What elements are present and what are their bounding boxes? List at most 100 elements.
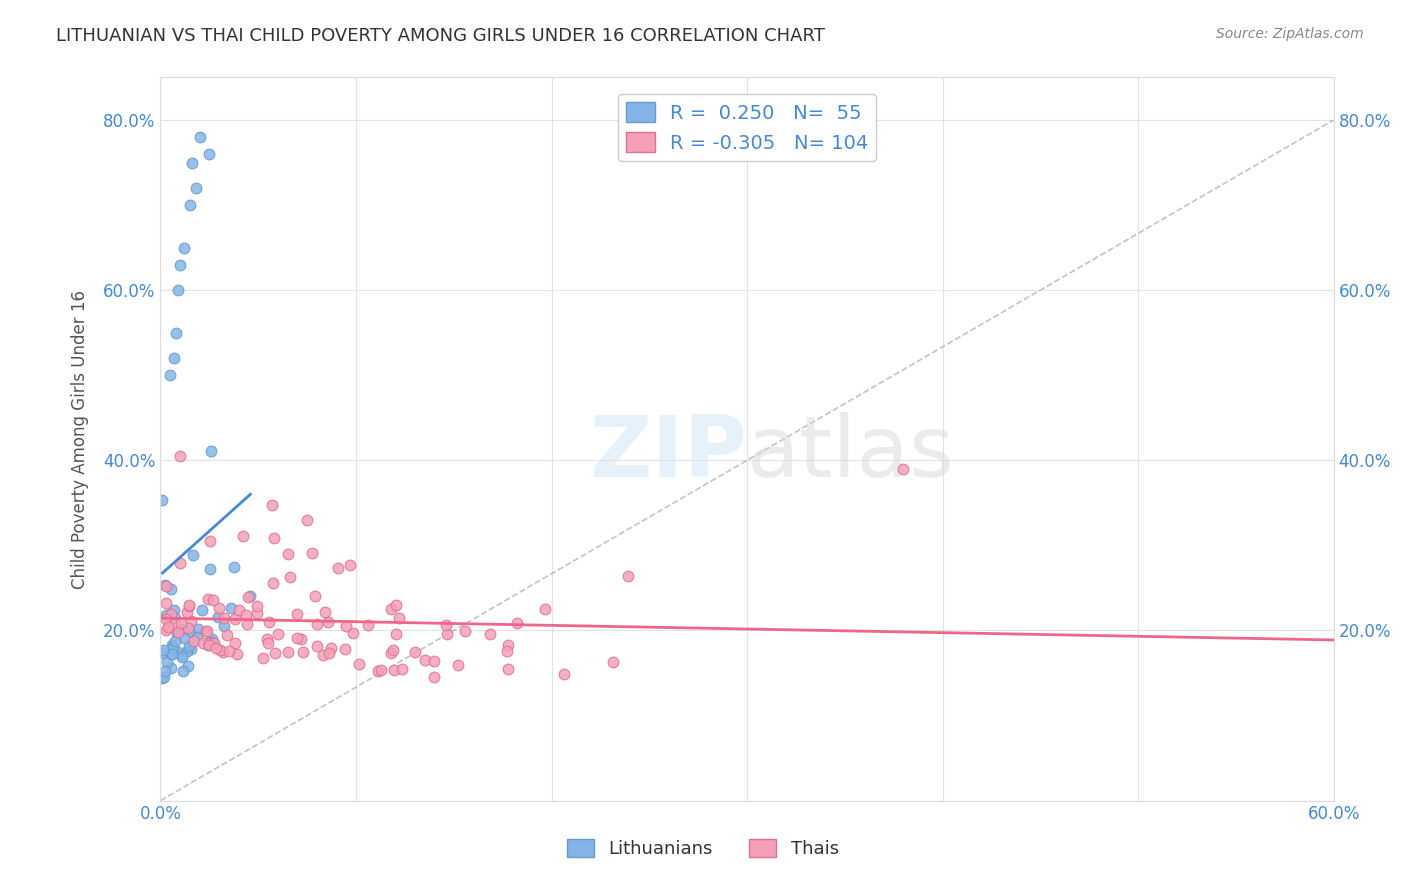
- Point: [301, 546, 323, 560]
- Point: [173, 241, 195, 255]
- Point: [163, 603, 186, 617]
- Point: [422, 669, 444, 683]
- Point: [208, 601, 231, 615]
- Point: [198, 638, 221, 652]
- Legend: R =  0.250   N=  55, R = -0.305   N= 104: R = 0.250 N= 55, R = -0.305 N= 104: [617, 95, 876, 161]
- Point: [177, 659, 200, 673]
- Point: [454, 624, 477, 639]
- Point: [236, 617, 259, 632]
- Point: [285, 632, 308, 646]
- Point: [262, 576, 284, 591]
- Point: [163, 351, 186, 366]
- Point: [198, 635, 221, 649]
- Point: [160, 647, 183, 661]
- Point: [246, 606, 269, 620]
- Point: [155, 623, 177, 637]
- Point: [169, 449, 191, 463]
- Point: [290, 632, 312, 646]
- Point: [553, 667, 575, 681]
- Point: [446, 657, 468, 672]
- Point: [617, 569, 640, 583]
- Y-axis label: Child Poverty Among Girls Under 16: Child Poverty Among Girls Under 16: [72, 290, 89, 589]
- Point: [180, 614, 202, 628]
- Point: [177, 624, 200, 638]
- Point: [160, 638, 183, 652]
- Point: [225, 647, 247, 661]
- Point: [496, 644, 519, 658]
- Point: [155, 579, 177, 593]
- Point: [295, 513, 318, 527]
- Point: [222, 560, 245, 574]
- Point: [177, 599, 200, 613]
- Point: [893, 462, 915, 476]
- Point: [321, 641, 343, 656]
- Point: [534, 601, 557, 615]
- Point: [190, 602, 212, 616]
- Point: [180, 155, 202, 169]
- Point: [155, 607, 177, 622]
- Point: [316, 615, 339, 629]
- Point: [172, 665, 194, 679]
- Point: [205, 640, 228, 655]
- Point: [232, 529, 254, 543]
- Point: [179, 639, 201, 653]
- Point: [239, 590, 262, 604]
- Point: [201, 592, 224, 607]
- Text: ZIP: ZIP: [589, 412, 747, 495]
- Point: [159, 661, 181, 675]
- Point: [173, 632, 195, 646]
- Point: [391, 662, 413, 676]
- Point: [197, 592, 219, 607]
- Point: [236, 590, 259, 604]
- Point: [267, 627, 290, 641]
- Point: [177, 621, 200, 635]
- Point: [339, 558, 361, 573]
- Point: [218, 643, 240, 657]
- Point: [384, 598, 406, 612]
- Point: [160, 607, 183, 622]
- Point: [186, 630, 208, 644]
- Point: [157, 620, 180, 634]
- Point: [252, 651, 274, 665]
- Point: [160, 647, 183, 661]
- Point: [195, 624, 218, 639]
- Point: [305, 639, 328, 653]
- Point: [413, 653, 436, 667]
- Point: [200, 533, 222, 548]
- Point: [152, 671, 174, 685]
- Point: [312, 648, 335, 662]
- Point: [212, 644, 235, 658]
- Point: [434, 617, 457, 632]
- Point: [388, 610, 411, 624]
- Point: [357, 617, 380, 632]
- Text: LITHUANIAN VS THAI CHILD POVERTY AMONG GIRLS UNDER 16 CORRELATION CHART: LITHUANIAN VS THAI CHILD POVERTY AMONG G…: [56, 27, 825, 45]
- Point: [224, 611, 246, 625]
- Point: [163, 633, 186, 648]
- Point: [219, 601, 242, 615]
- Point: [335, 619, 357, 633]
- Point: [166, 645, 188, 659]
- Point: [263, 531, 285, 545]
- Point: [292, 645, 315, 659]
- Point: [328, 561, 350, 575]
- Point: [381, 643, 404, 657]
- Point: [159, 368, 181, 383]
- Point: [262, 498, 284, 512]
- Point: [198, 147, 221, 161]
- Point: [333, 641, 356, 656]
- Point: [304, 589, 326, 603]
- Point: [212, 619, 235, 633]
- Point: [177, 598, 200, 612]
- Point: [188, 130, 211, 145]
- Point: [172, 649, 194, 664]
- Point: [204, 635, 226, 649]
- Point: [278, 570, 301, 584]
- Point: [169, 258, 191, 272]
- Point: [153, 578, 176, 592]
- Point: [200, 444, 222, 458]
- Point: [183, 549, 205, 563]
- Point: [436, 627, 458, 641]
- Point: [152, 492, 174, 507]
- Point: [318, 646, 340, 660]
- Point: [176, 605, 198, 619]
